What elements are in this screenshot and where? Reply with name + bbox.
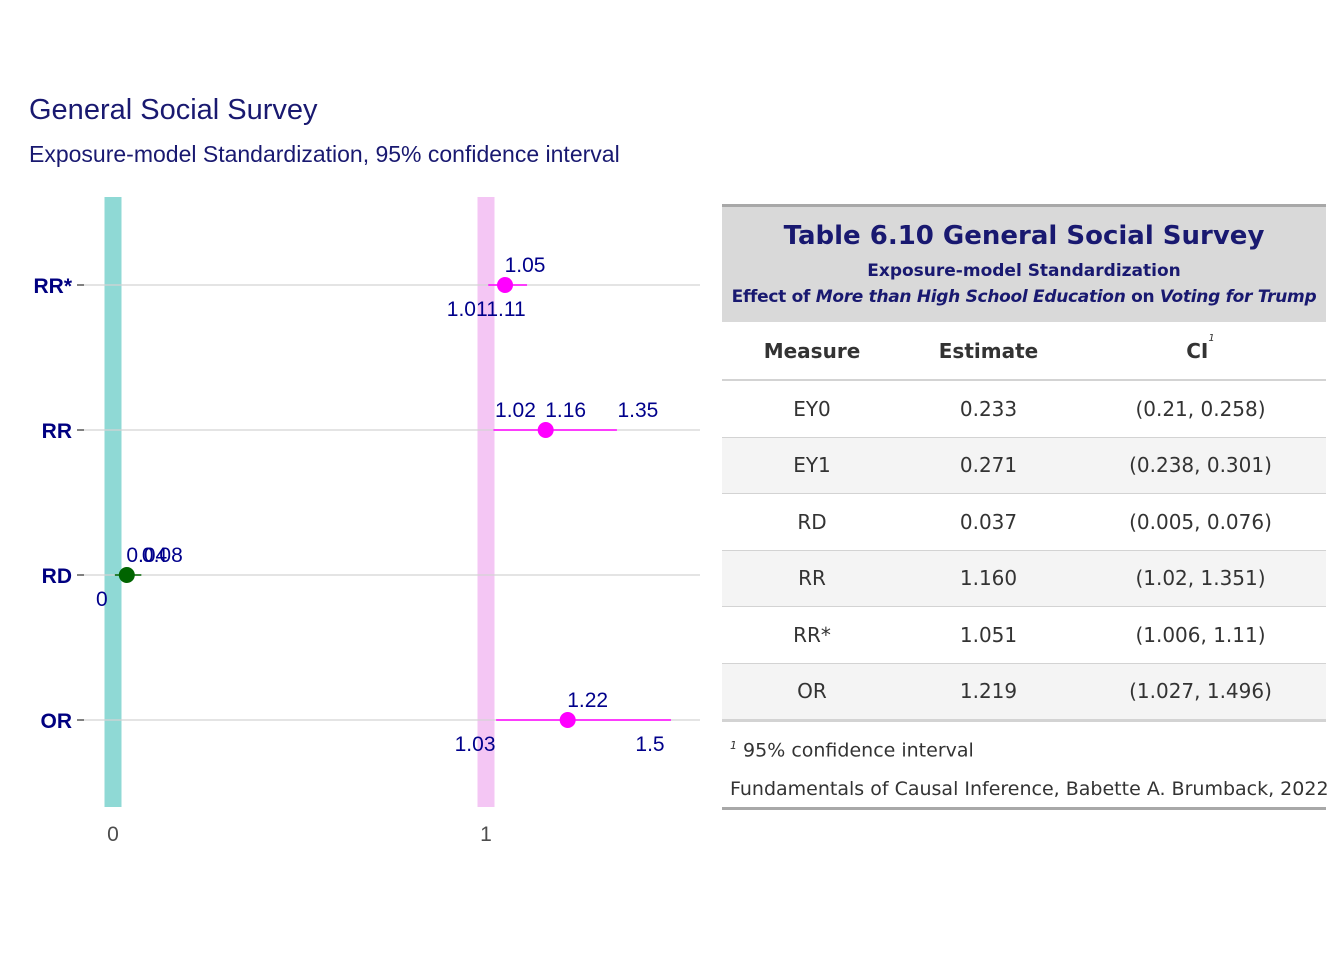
x-tick-label: 0: [107, 823, 119, 846]
upper-label: 1.11: [486, 298, 525, 321]
upper-label: 0.08: [142, 544, 183, 567]
estimate-label: 1.22: [567, 689, 608, 712]
reference-line: [477, 197, 495, 807]
ci-footnote-mark: 1: [1208, 332, 1215, 344]
cell-ci: (1.027, 1.496): [1129, 679, 1272, 704]
column-header-ci: CI1: [1186, 332, 1215, 363]
table-subtitle: Exposure-model Standardization: [867, 261, 1181, 281]
cell-measure: EY0: [793, 396, 831, 421]
x-tick-label: 1: [480, 823, 492, 846]
upper-label: 1.35: [617, 399, 658, 422]
column-header-estimate: Estimate: [938, 338, 1039, 363]
cell-estimate: 0.271: [959, 453, 1018, 478]
cell-estimate: 0.037: [959, 509, 1018, 534]
table-row: RD 0.037 (0.005, 0.076): [722, 494, 1326, 551]
table-footer: 1 95% confidence interval Fundamentals o…: [722, 722, 1329, 810]
cell-measure: EY1: [793, 453, 831, 478]
table-row: OR 1.219 (1.027, 1.496): [722, 663, 1326, 720]
point-estimate: [497, 277, 514, 293]
cell-measure: RR: [798, 566, 826, 591]
table-row: EY0 0.233 (0.21, 0.258): [722, 381, 1326, 438]
table-source-note: Fundamentals of Causal Inference, Babett…: [730, 778, 1329, 801]
cell-estimate: 0.233: [959, 396, 1018, 421]
cell-measure: OR: [797, 679, 827, 704]
column-header-measure: Measure: [763, 338, 861, 363]
table-row: RR* 1.051 (1.006, 1.11): [722, 607, 1326, 664]
plot-subtitle: Exposure-model Standardization, 95% conf…: [29, 141, 620, 167]
point-estimate: [118, 567, 135, 583]
lower-label: 1.01: [447, 298, 488, 321]
y-tick-label: RR*: [33, 275, 72, 298]
cell-estimate: 1.219: [959, 679, 1018, 704]
upper-label: 1.5: [635, 733, 664, 756]
cell-ci: (1.02, 1.351): [1135, 566, 1266, 591]
point-estimate: [537, 422, 554, 438]
y-tick-label: RR: [42, 420, 72, 443]
table-body: EY0 0.233 (0.21, 0.258) EY1 0.271 (0.238, 0.3…: [722, 381, 1326, 722]
lower-label: 1.03: [455, 733, 496, 756]
cell-ci: (0.238, 0.301): [1129, 453, 1272, 478]
table-footnote: 1 95% confidence interval: [730, 739, 974, 762]
cell-estimate: 1.051: [959, 622, 1018, 647]
table-row: RR 1.160 (1.02, 1.351): [722, 550, 1326, 607]
point-estimate: [559, 712, 576, 728]
table-row: EY1 0.271 (0.238, 0.301): [722, 437, 1326, 494]
table-header: Table 6.10 General Social Survey Exposur…: [722, 204, 1326, 322]
reference-line: [104, 197, 122, 807]
cell-ci: (0.21, 0.258): [1135, 396, 1266, 421]
cell-measure: RD: [797, 509, 827, 534]
y-tick-label: RD: [42, 565, 72, 588]
y-tick-label: OR: [41, 710, 73, 733]
lower-label: 1.02: [495, 399, 536, 422]
plot-title: General Social Survey: [29, 94, 318, 126]
results-table: Table 6.10 General Social Survey Exposur…: [722, 204, 1329, 810]
cell-ci: (0.005, 0.076): [1129, 509, 1272, 534]
table-subtitle-effect: Effect of More than High School Educatio…: [731, 287, 1317, 307]
table-title: Table 6.10 General Social Survey: [783, 221, 1265, 251]
cell-ci: (1.006, 1.11): [1135, 622, 1266, 647]
estimate-label: 1.05: [505, 254, 546, 277]
estimate-label: 1.16: [545, 399, 586, 422]
cell-estimate: 1.160: [959, 566, 1018, 591]
estimate-label: 0.04: [126, 544, 167, 567]
table-column-headers: Measure Estimate CI1: [722, 322, 1326, 381]
cell-measure: RR*: [793, 622, 831, 647]
lower-label: 0: [96, 588, 108, 611]
